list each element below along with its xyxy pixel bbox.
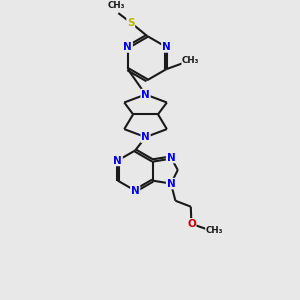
Text: N: N: [131, 186, 140, 196]
Text: S: S: [127, 18, 134, 28]
Text: CH₃: CH₃: [206, 226, 223, 235]
Text: N: N: [167, 152, 176, 163]
Text: N: N: [162, 42, 171, 52]
Text: N: N: [141, 89, 150, 100]
Text: O: O: [187, 219, 196, 229]
Text: N: N: [141, 132, 150, 142]
Text: N: N: [123, 42, 132, 52]
Text: CH₃: CH₃: [182, 56, 200, 65]
Text: CH₃: CH₃: [108, 1, 126, 10]
Text: N: N: [113, 155, 122, 166]
Text: N: N: [167, 178, 176, 189]
